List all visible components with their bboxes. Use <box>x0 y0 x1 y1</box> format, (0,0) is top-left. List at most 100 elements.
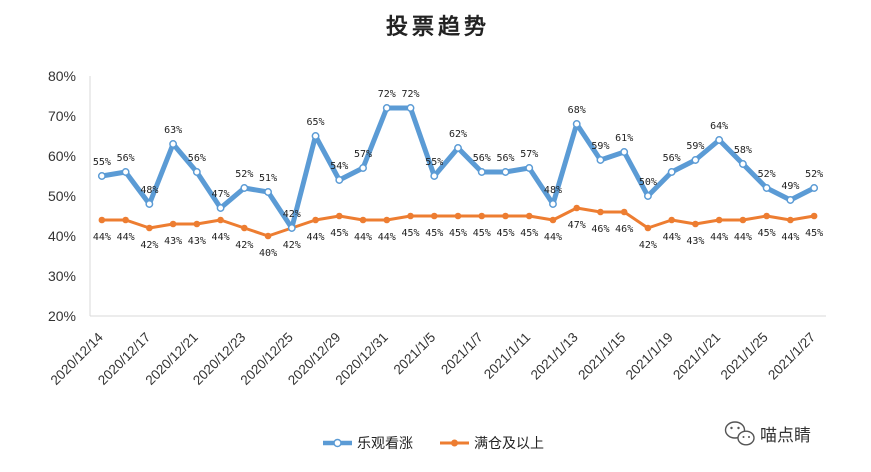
legend: 乐观看涨 满仓及以上 <box>323 436 544 452</box>
full-position-point <box>668 216 675 224</box>
full-position-data-label: 44% <box>378 232 396 243</box>
optimistic-data-label: 55% <box>93 157 111 168</box>
full-position-data-label: 43% <box>164 236 182 247</box>
x-tick-label: 2021/1/7 <box>438 330 486 378</box>
optimistic-data-label: 59% <box>686 141 704 152</box>
legend-swatch-marker <box>451 439 458 447</box>
full-position-point <box>739 216 747 224</box>
optimistic-point <box>762 184 771 192</box>
full-position-data-label: 45% <box>425 228 443 239</box>
full-position-point <box>430 212 438 220</box>
optimistic-point <box>810 184 819 192</box>
y-tick-label: 30% <box>48 268 76 284</box>
x-tick-label: 2021/1/27 <box>765 330 818 383</box>
full-position-data-label: 45% <box>401 228 419 239</box>
optimistic-data-label: 64% <box>710 121 728 132</box>
y-tick-label: 40% <box>48 228 76 244</box>
optimistic-data-label: 50% <box>639 177 657 188</box>
optimistic-data-label: 52% <box>758 169 776 180</box>
y-tick-label: 80% <box>48 68 76 84</box>
full-position-data-label: 45% <box>473 228 491 239</box>
optimistic-data-label: 72% <box>401 89 419 100</box>
y-tick-label: 50% <box>48 188 76 204</box>
full-position-point <box>573 204 581 212</box>
full-position-point <box>241 224 248 232</box>
wechat-icon <box>724 421 755 446</box>
x-tick-label: 2021/1/13 <box>528 330 581 383</box>
legend-swatch-marker <box>333 438 342 448</box>
optimistic-point <box>501 168 510 176</box>
optimistic-point <box>572 120 581 128</box>
optimistic-data-label: 62% <box>449 129 467 140</box>
full-position-data-label: 43% <box>686 236 704 247</box>
full-position-point <box>525 212 533 220</box>
full-position-point <box>644 224 652 232</box>
optimistic-data-label: 52% <box>805 169 823 180</box>
optimistic-data-label: 63% <box>164 125 182 136</box>
x-tick-label: 2021/1/19 <box>623 330 676 383</box>
legend-item-optimistic[interactable]: 乐观看涨 <box>323 436 413 452</box>
optimistic-point <box>311 132 320 140</box>
optimistic-data-label: 56% <box>496 153 514 164</box>
data-labels: 55% 56% 48% 63% 56% 47% 52% 51% 42% 65% 54% 57% 72% 7… <box>93 89 823 259</box>
optimistic-data-label: 56% <box>188 153 206 164</box>
full-position-data-label: 44% <box>710 232 728 243</box>
full-position-data-label: 46% <box>591 224 609 235</box>
y-tick-label: 60% <box>48 148 76 164</box>
full-position-point <box>620 208 628 216</box>
chart-title: 投票趋势 <box>386 14 490 40</box>
legend-label-optimistic: 乐观看涨 <box>357 436 413 452</box>
full-position-data-label: 40% <box>259 248 277 259</box>
full-position-data-label: 44% <box>663 232 681 243</box>
optimistic-point <box>359 164 367 172</box>
legend-item-full-position[interactable]: 满仓及以上 <box>440 436 544 452</box>
full-position-point <box>193 220 201 228</box>
full-position-data-label: 45% <box>330 228 348 239</box>
optimistic-point <box>240 184 249 192</box>
full-position-data-label: 43% <box>188 236 206 247</box>
full-position-point <box>763 212 770 220</box>
optimistic-point <box>477 168 486 176</box>
optimistic-point <box>192 168 201 176</box>
series-line-optimistic <box>101 105 816 231</box>
x-tick-label: 2021/1/11 <box>481 330 533 382</box>
optimistic-point <box>786 196 795 204</box>
full-position-data-label: 44% <box>117 232 135 243</box>
series-layer <box>97 104 819 240</box>
optimistic-point <box>145 200 154 208</box>
optimistic-point <box>643 192 652 200</box>
watermark: 喵点睛 <box>724 421 811 446</box>
optimistic-point <box>715 136 724 144</box>
x-tick-label: 2021/1/21 <box>670 330 723 383</box>
optimistic-data-label: 54% <box>330 161 348 172</box>
optimistic-data-label: 56% <box>473 153 491 164</box>
full-position-point <box>122 216 129 224</box>
full-position-data-label: 45% <box>449 228 467 239</box>
optimistic-point <box>406 104 415 112</box>
optimistic-point <box>121 168 130 176</box>
full-position-point <box>312 216 319 224</box>
optimistic-point <box>169 140 178 148</box>
full-position-data-label: 44% <box>93 232 111 243</box>
optimistic-data-label: 55% <box>425 157 443 168</box>
full-position-point <box>407 212 414 220</box>
full-position-point <box>383 216 391 224</box>
optimistic-point <box>382 104 391 112</box>
optimistic-data-label: 51% <box>259 173 277 184</box>
optimistic-point <box>549 200 557 208</box>
full-position-point <box>98 216 106 224</box>
y-axis-ticks: 20% 30% 40% 50% 60% 70% 80% <box>48 68 76 324</box>
full-position-point <box>549 216 557 224</box>
x-tick-label: 2021/1/15 <box>575 330 628 383</box>
optimistic-point <box>620 148 629 156</box>
optimistic-data-label: 72% <box>378 89 396 100</box>
optimistic-point <box>97 172 106 180</box>
x-axis-ticks: 2020/12/142020/12/172020/12/212020/12/23… <box>48 329 819 388</box>
full-position-data-label: 44% <box>307 232 325 243</box>
full-position-data-label: 47% <box>568 220 586 231</box>
full-position-point <box>217 216 224 224</box>
watermark-text: 喵点睛 <box>760 426 811 446</box>
full-position-point <box>335 212 343 220</box>
full-position-data-label: 44% <box>212 232 230 243</box>
